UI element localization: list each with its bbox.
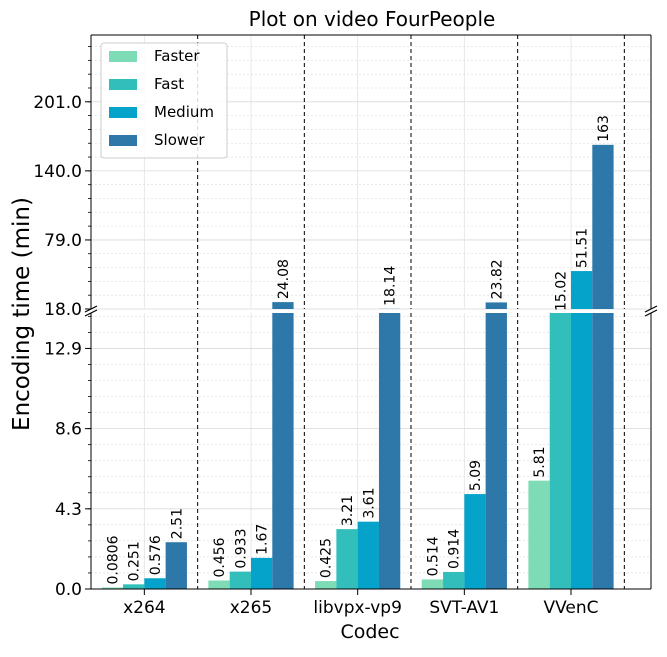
bar-value-label: 2.51 [169, 508, 185, 539]
bar [251, 558, 272, 589]
legend-swatch [109, 135, 137, 146]
bar [166, 542, 187, 589]
bar [571, 313, 592, 589]
bar [272, 313, 293, 589]
x-tick-label: libvpx-vp9 [313, 598, 402, 618]
bar [464, 494, 485, 589]
bar-value-label: 0.933 [233, 529, 249, 569]
legend-swatch [109, 79, 137, 90]
legend-swatch [109, 51, 137, 62]
x-tick-label: x265 [230, 598, 273, 618]
bar-value-label: 0.0806 [105, 535, 121, 584]
bar [315, 581, 336, 589]
bar [336, 529, 357, 589]
bar [422, 579, 443, 589]
bar-value-label: 5.09 [468, 460, 484, 491]
chart-title: Plot on video FourPeople [249, 7, 496, 31]
y-tick-label: 201.0 [33, 93, 82, 113]
y-tick-label: 18.0 [44, 300, 82, 320]
bar-value-label: 0.425 [319, 538, 335, 578]
bar-value-label: 18.14 [383, 266, 399, 306]
bar [592, 145, 613, 309]
bar-value-label: 5.81 [532, 446, 548, 477]
bar [272, 302, 293, 309]
bar-value-label: 3.61 [361, 488, 377, 519]
bar-value-label: 0.514 [425, 536, 441, 576]
x-tick-label: SVT-AV1 [429, 598, 499, 618]
bar [358, 522, 379, 589]
y-tick-label: 8.6 [55, 420, 82, 440]
bar [486, 302, 507, 309]
y-axis-label: Encoding time (min) [9, 197, 35, 431]
legend-label: Fast [154, 75, 184, 93]
bar [592, 313, 613, 589]
x-tick-label: VVenC [543, 598, 598, 618]
legend-label: Faster [154, 47, 200, 65]
bar-value-label: 51.51 [575, 228, 591, 268]
bar [528, 481, 549, 589]
legend-label: Slower [154, 131, 205, 149]
bar-value-label: 0.914 [447, 529, 463, 569]
y-tick-label: 12.9 [44, 339, 82, 359]
legend-label: Medium [154, 103, 214, 121]
y-tick-label: 79.0 [44, 231, 82, 251]
bar [443, 572, 464, 589]
bar-value-label: 3.21 [340, 495, 356, 526]
legend-swatch [109, 107, 137, 118]
bar-value-label: 23.82 [489, 259, 505, 299]
y-tick-label: 0.0 [55, 580, 82, 600]
bar [486, 313, 507, 589]
bar [123, 584, 144, 589]
bar-value-label: 24.08 [276, 259, 292, 299]
x-tick-label: x264 [123, 598, 166, 618]
y-tick-label: 140.0 [33, 162, 82, 182]
bar [571, 271, 592, 309]
bar-value-label: 0.576 [148, 535, 164, 575]
bar [379, 313, 400, 589]
bar-value-label: 1.67 [255, 524, 271, 555]
bar-value-label: 0.456 [212, 537, 228, 577]
bar-value-label: 163 [596, 115, 612, 142]
bar [208, 580, 229, 589]
x-axis-label: Codec [340, 621, 399, 643]
bar-value-label: 0.251 [127, 541, 143, 581]
y-tick-label: 4.3 [55, 500, 82, 520]
bar [230, 572, 251, 589]
bar [550, 313, 571, 589]
bar-value-label: 15.02 [553, 271, 569, 311]
bar [144, 578, 165, 589]
